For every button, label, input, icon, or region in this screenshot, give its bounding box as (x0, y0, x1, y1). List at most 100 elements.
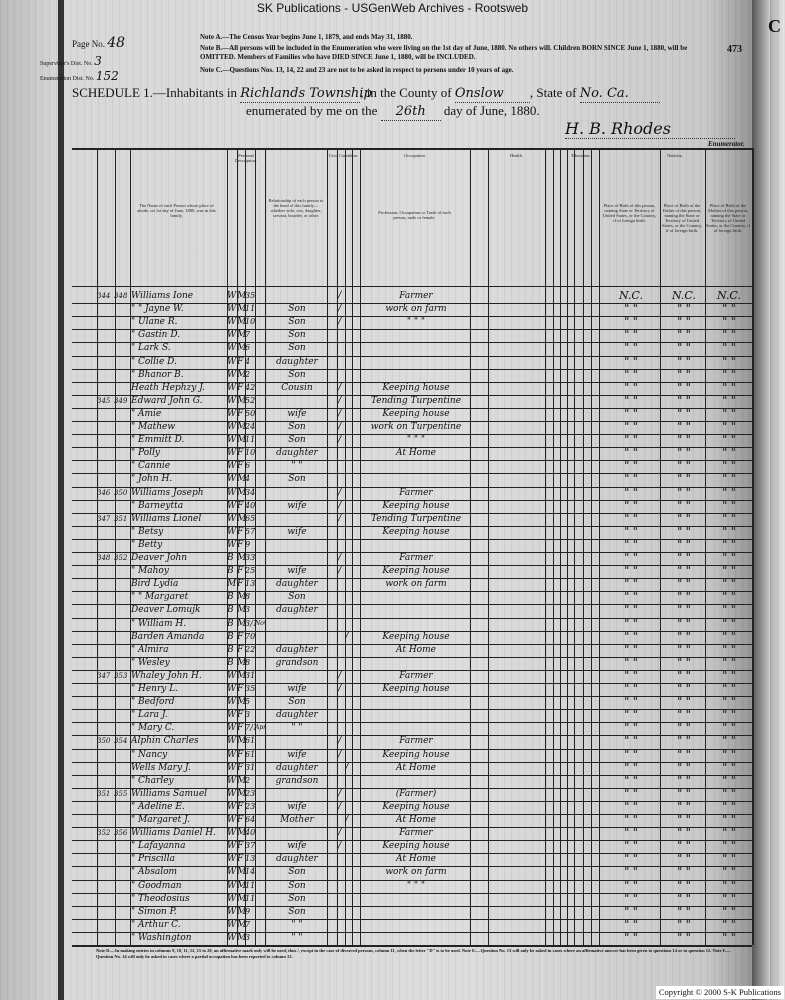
age: 64 (245, 815, 255, 824)
father-birthplace: " " (677, 787, 691, 800)
enumerator-signature: H. B. Rhodes (565, 120, 735, 139)
family-number: 351 (114, 514, 128, 523)
birthplace: " " (624, 905, 638, 918)
sex: M (237, 827, 245, 839)
row-divider (72, 538, 752, 540)
father-birthplace: " " (677, 591, 691, 604)
page-edge (752, 0, 770, 1000)
row-group-divider (72, 355, 752, 357)
relationship: Son (288, 474, 306, 485)
nativity-header: Nativity. (667, 153, 683, 158)
age: 42 (245, 382, 255, 392)
age: 3 (245, 710, 251, 720)
father-birthplace: " " (677, 381, 691, 394)
family-number: 350 (114, 488, 128, 497)
mother-birthplace: " " (722, 604, 736, 617)
father-birthplace: " " (677, 303, 691, 316)
birthplace: " " (624, 552, 638, 564)
birth-month: Apr (255, 724, 265, 732)
sex: M (237, 421, 245, 433)
age: 70 (245, 631, 255, 641)
person-name: " " Jayne W. (131, 304, 184, 315)
birthplace: " " (624, 630, 638, 643)
father-birthplace: " " (677, 316, 691, 329)
row-divider (72, 696, 752, 697)
occupation: Tending Turpentine (370, 513, 462, 524)
mother-birthplace: " " (722, 578, 736, 591)
stamp-number: 473 (727, 44, 742, 55)
row-divider (72, 316, 752, 317)
page-number-field: Page No. 48 (72, 34, 125, 53)
sex: F (237, 408, 244, 419)
occupation: Tending Turpentine (370, 395, 462, 406)
relationship: " " (291, 461, 303, 472)
supervisor-district-field: Supervisor's Dist. No. 3 (40, 54, 102, 71)
row-divider (72, 368, 752, 370)
birthplace: " " (624, 512, 638, 525)
dwelling-number: 345 (97, 396, 111, 405)
color: W (227, 710, 237, 721)
person-name: " Goodman (131, 880, 182, 891)
father-birthplace: " " (677, 512, 691, 525)
birthplace: " " (624, 879, 638, 892)
father-birthplace: " " (677, 696, 691, 709)
sex: F (237, 854, 244, 865)
column-divider (583, 148, 584, 945)
sex: F (237, 566, 244, 577)
father-birthplace: " " (677, 748, 691, 761)
column-divider (574, 148, 575, 945)
birthplace: " " (624, 407, 638, 420)
column-divider (545, 148, 546, 945)
birthplace: " " (624, 800, 638, 813)
person-name: " Washington (131, 932, 192, 943)
birthplace: " " (624, 486, 638, 499)
married-mark: / (338, 434, 342, 446)
sex: M (237, 552, 245, 564)
day-value: 26th (380, 104, 441, 121)
color: W (227, 422, 237, 432)
dwelling-number: 350 (97, 737, 111, 746)
row-divider (72, 342, 752, 343)
birthplace: " " (624, 617, 638, 630)
person-name: " Nancy (131, 749, 168, 760)
color: W (227, 461, 237, 472)
relationship: wife (287, 801, 307, 812)
birthplace: " " (624, 827, 638, 840)
relationship: Cousin (281, 382, 313, 393)
column-divider (660, 148, 661, 945)
mother-birthplace: " " (722, 827, 736, 840)
color: B (227, 618, 234, 629)
watermark-text: SK Publications - USGenWeb Archives - Ro… (256, 1, 529, 15)
sex: F (237, 579, 244, 590)
mother-birthplace: " " (722, 787, 736, 800)
color: W (227, 788, 237, 799)
personal-description-header: Personal Description. (234, 153, 258, 163)
sex: M (237, 696, 245, 708)
birthplace: " " (624, 473, 638, 486)
father-birthplace: " " (677, 617, 691, 630)
column-divider (245, 148, 246, 945)
person-name: Whaley John H. (131, 670, 202, 681)
mother-birthplace: " " (722, 486, 736, 499)
relationship: Son (288, 893, 306, 904)
sex: F (237, 749, 244, 760)
relationship-column-header: Relationship of each person to the head … (268, 198, 324, 218)
column-divider (488, 148, 489, 945)
occupation: Keeping house (382, 408, 450, 419)
age: 35 (245, 684, 255, 693)
profession-column-header: Profession, Occupation or Trade of each … (378, 210, 451, 220)
age: 11 (245, 880, 255, 890)
column-divider (237, 148, 238, 945)
person-name: " Wesley (131, 657, 170, 668)
relationship: Mother (280, 815, 314, 825)
age: 4 (245, 356, 251, 366)
relationship: wife (287, 684, 307, 694)
father-birthplace: " " (677, 394, 691, 407)
row-divider (72, 774, 752, 776)
mother-birthplace: " " (722, 748, 736, 761)
person-name: " Mahoy (131, 566, 169, 577)
age: 10 (245, 448, 255, 458)
person-name: " Mary C. (131, 723, 175, 734)
person-name: Williams Ione (131, 291, 194, 301)
mother-birthplace: " " (722, 931, 736, 944)
